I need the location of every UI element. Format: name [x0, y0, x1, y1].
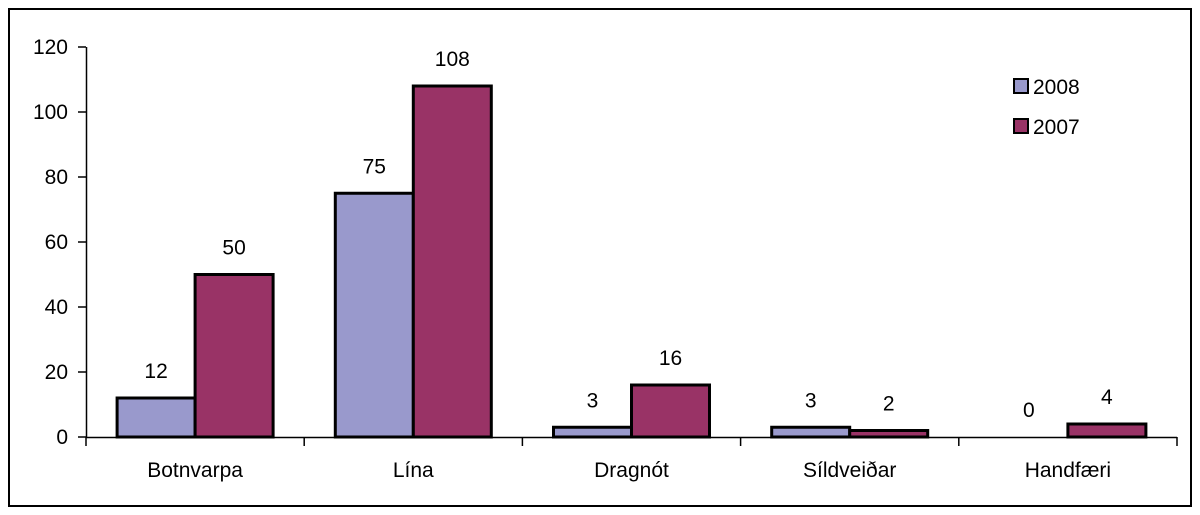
legend-label: 2008 [1033, 76, 1080, 99]
x-category-label: Lína [393, 459, 434, 482]
bar-2007 [630, 383, 711, 439]
data-label: 2 [883, 393, 895, 416]
legend-swatch-2007 [1013, 118, 1029, 134]
bar-2008 [552, 425, 633, 439]
bar-2008 [770, 425, 852, 439]
bars [115, 84, 1148, 439]
y-tick-label: 120 [33, 36, 68, 59]
legend-label: 2007 [1033, 116, 1080, 139]
x-category-label: Dragnót [594, 459, 669, 482]
y-tick-label: 0 [56, 426, 68, 449]
bar-2008 [333, 191, 415, 439]
x-category-label: Handfæri [1025, 459, 1111, 482]
chart-frame: 0 20 40 60 80 100 120 Botnvarpa Lína Dragnót Síldv… [8, 8, 1192, 507]
y-tick-label: 100 [33, 101, 68, 124]
bar-2007 [411, 84, 493, 439]
y-tick-label: 60 [45, 231, 68, 254]
y-tick-label: 20 [45, 361, 68, 384]
bar-2007 [193, 273, 275, 439]
y-tick-label: 40 [45, 296, 68, 319]
x-category-label: Botnvarpa [147, 459, 243, 482]
legend-swatch-2008 [1013, 78, 1029, 94]
bar-2008 [115, 396, 197, 439]
y-tick-label: 80 [45, 166, 68, 189]
data-label: 12 [144, 360, 167, 383]
data-label: 50 [222, 237, 245, 260]
data-label: 4 [1101, 386, 1113, 409]
data-labels: 12 50 75 108 3 16 3 2 0 4 [144, 48, 1113, 422]
x-category-label: Síldveiðar [803, 459, 896, 482]
data-label: 3 [587, 389, 599, 412]
bar-2007 [1066, 422, 1148, 439]
data-label: 108 [435, 48, 470, 71]
data-label: 16 [659, 347, 682, 370]
data-label: 75 [363, 155, 386, 178]
legend: 2008 2007 [1013, 76, 1080, 139]
bar-2007 [848, 429, 930, 439]
data-label: 3 [805, 389, 817, 412]
data-label: 0 [1023, 399, 1035, 422]
